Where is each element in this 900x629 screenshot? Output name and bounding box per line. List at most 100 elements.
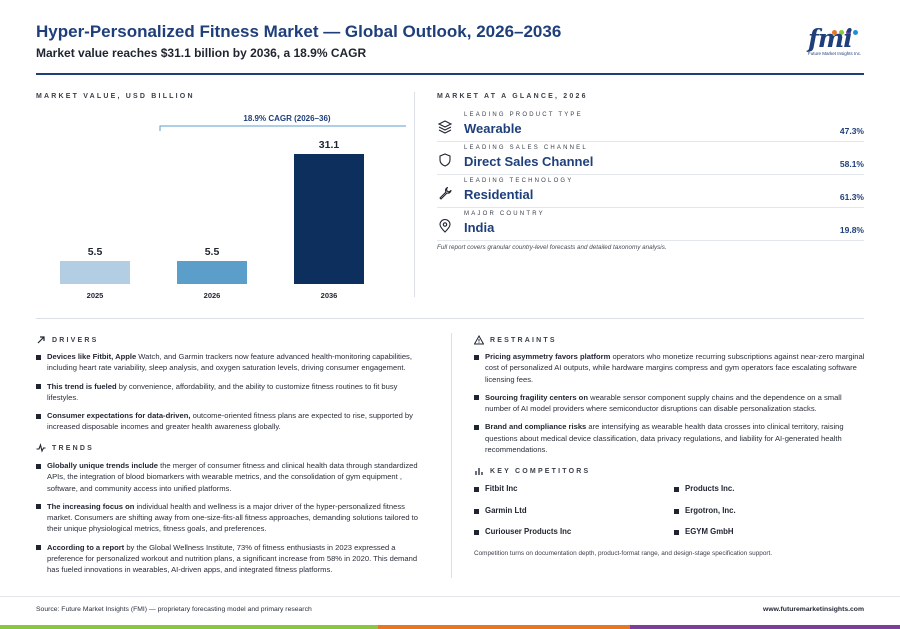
- logo-text: fmi: [808, 24, 853, 53]
- competitors-note: Competition turns on documentation depth…: [474, 550, 773, 557]
- competitors-heading: KEY COMPETITORS: [474, 466, 590, 476]
- trends-list: Globally unique trends include the merge…: [36, 460, 426, 583]
- chart-data-label: 31.1: [319, 139, 340, 151]
- footer-url-link[interactable]: www.futuremarketinsights.com: [763, 606, 864, 613]
- chart-data-label: 5.5: [205, 246, 220, 258]
- glance-value: Wearable: [464, 121, 522, 136]
- trends-item: The increasing focus on individual healt…: [36, 501, 426, 535]
- footer-source: Source: Future Market Insights (FMI) — p…: [36, 606, 312, 613]
- arrow-up-right-icon: [37, 336, 45, 344]
- glance-percent: 61.3%: [839, 192, 864, 202]
- competitor-item: Fitbit Inc: [474, 484, 517, 493]
- trends-item-lead: According to a report: [47, 542, 125, 552]
- brand-stripe: [0, 625, 900, 629]
- drivers-heading: DRIVERS: [36, 335, 99, 345]
- drivers-item-lead: This trend is fueled: [47, 381, 117, 391]
- drivers-item: This trend is fueled by convenience, aff…: [36, 381, 426, 404]
- stripe-orange: [378, 625, 630, 629]
- competitor-item: Products Inc.: [674, 484, 734, 493]
- restraints-list: Pricing asymmetry favors platform operat…: [474, 351, 866, 462]
- market-value-label: MARKET VALUE, USD BILLION: [36, 93, 195, 100]
- glance-key: LEADING PRODUCT TYPE: [464, 112, 583, 118]
- glance-key: LEADING TECHNOLOGY: [464, 178, 574, 184]
- glance-percent: 47.3%: [839, 126, 864, 136]
- trends-item-text: by the Global Wellness Institute, 73% of…: [47, 542, 418, 575]
- pulse-icon: [36, 443, 46, 453]
- restraints-item-text: are intensifying as wearable health data…: [485, 422, 844, 455]
- restraints-item: Brand and compliance risks are intensify…: [474, 421, 866, 455]
- glance-note: Full report covers granular country-leve…: [437, 244, 667, 251]
- drivers-item-lead: Consumer expectations for data-driven,: [47, 411, 191, 421]
- glance-key: MAJOR COUNTRY: [464, 211, 545, 217]
- chart-bar-2025: [60, 261, 130, 284]
- competitor-item: Garmin Ltd: [474, 506, 527, 515]
- stripe-green: [0, 625, 378, 629]
- trends-item-text: the merger of consumer fitness and clini…: [47, 461, 418, 493]
- restraints-label: RESTRAINTS: [490, 336, 557, 344]
- cagr-bracket: [159, 125, 406, 131]
- restraints-item-text: operators who monetize recurring subscri…: [485, 352, 865, 384]
- footer-rule: [0, 596, 900, 597]
- glance-key: LEADING SALES CHANNEL: [464, 145, 588, 151]
- restraints-item-text: wearable sensor component supply chains …: [485, 392, 842, 414]
- drivers-item-text: outcome-oriented fitness plans are expec…: [47, 411, 413, 432]
- drivers-item-lead: Devices like Fitbit, Apple: [47, 352, 137, 361]
- bar-chart-icon: [475, 468, 483, 475]
- logo-tagline: Future Market Insights Inc.: [808, 51, 862, 56]
- glance-item-technology: LEADING TECHNOLOGY Residential 61.3%: [437, 178, 864, 208]
- competitor-item: Ergotron, Inc.: [674, 506, 736, 515]
- logo-dots-icon: [832, 22, 862, 35]
- chart-tick-label: 2025: [87, 291, 104, 300]
- page-title: Hyper-Personalized Fitness Market — Glob…: [36, 22, 562, 41]
- restraints-item-lead: Brand and compliance risks: [485, 422, 587, 432]
- glance-value: India: [464, 220, 495, 235]
- drivers-label: DRIVERS: [52, 336, 99, 344]
- competitor-item: EGYM GmbH: [674, 527, 734, 536]
- shield-icon: [439, 153, 451, 167]
- glance-percent: 58.1%: [839, 159, 864, 169]
- trends-item: According to a report by the Global Well…: [36, 542, 426, 576]
- glance-value: Residential: [464, 187, 534, 202]
- chart-tick-label: 2036: [321, 291, 338, 300]
- warning-icon: [474, 335, 484, 345]
- drivers-item: Consumer expectations for data-driven, o…: [36, 410, 426, 433]
- drivers-list: Devices like Fitbit, Apple Watch, and Ga…: [36, 351, 426, 440]
- fmi-logo[interactable]: fmi Future Market Insights Inc.: [806, 22, 864, 58]
- drivers-item-text: by convenience, affordability, and the a…: [47, 381, 398, 402]
- restraints-item: Pricing asymmetry favors platform operat…: [474, 351, 866, 385]
- chart-data-label: 5.5: [88, 246, 103, 258]
- glance-item-country: MAJOR COUNTRY India 19.8%: [437, 211, 864, 241]
- glance-item-product-type: LEADING PRODUCT TYPE Wearable 47.3%: [437, 112, 864, 142]
- trends-heading: TRENDS: [36, 443, 94, 453]
- wrench-icon: [439, 186, 452, 200]
- chart-bar-2036: [294, 154, 364, 284]
- page-subtitle: Market value reaches $31.1 billion by 20…: [36, 46, 367, 60]
- restraints-item-lead: Sourcing fragility centers on: [485, 392, 588, 402]
- glance-percent: 19.8%: [839, 225, 864, 235]
- restraints-item-lead: Pricing asymmetry favors platform: [485, 352, 611, 361]
- glance-value: Direct Sales Channel: [464, 154, 594, 169]
- layers-icon: [437, 120, 453, 134]
- section-divider-horizontal: [36, 318, 864, 319]
- header-rule: [36, 73, 864, 75]
- glance-label: MARKET AT A GLANCE, 2026: [437, 93, 588, 100]
- trends-item-text: individual health and wellness is a majo…: [47, 501, 418, 534]
- section-divider-vertical: [414, 92, 415, 297]
- drivers-item-text: Watch, and Garmin trackers now feature a…: [47, 352, 412, 373]
- trends-item-lead: The increasing focus on: [47, 501, 135, 511]
- trends-label: TRENDS: [52, 444, 94, 452]
- competitors-label: KEY COMPETITORS: [490, 467, 591, 475]
- chart-tick-label: 2026: [204, 291, 221, 300]
- restraints-heading: RESTRAINTS: [474, 335, 557, 345]
- restraints-item: Sourcing fragility centers on wearable s…: [474, 392, 866, 415]
- chart-bar-2026: [177, 261, 247, 284]
- cagr-annotation: 18.9% CAGR (2026–36): [243, 114, 330, 123]
- glance-item-sales-channel: LEADING SALES CHANNEL Direct Sales Chann…: [437, 145, 864, 175]
- location-pin-icon: [439, 219, 451, 233]
- market-value-chart: 5.5 2025 5.5 2026 31.1 2036 18.9% CAGR (2026–3…: [60, 114, 406, 300]
- trends-item: Globally unique trends include the merge…: [36, 460, 426, 494]
- competitor-item: Curiouser Products Inc: [474, 527, 571, 536]
- trends-item-lead: Globally unique trends include: [47, 461, 158, 470]
- drivers-item: Devices like Fitbit, Apple Watch, and Ga…: [36, 351, 426, 374]
- stripe-purple: [630, 625, 900, 629]
